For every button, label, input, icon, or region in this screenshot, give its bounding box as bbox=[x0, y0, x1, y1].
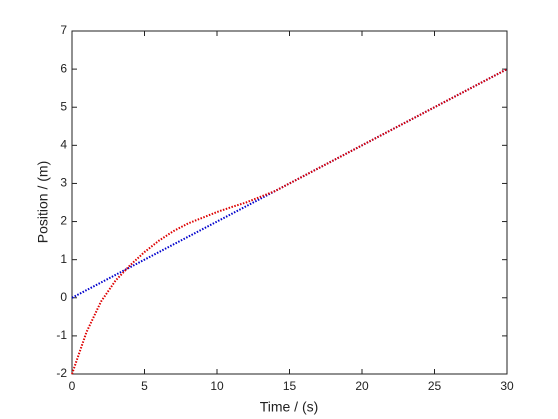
x-tick-label: 10 bbox=[210, 379, 224, 393]
x-tick-label: 5 bbox=[141, 379, 148, 393]
y-tick-label: -1 bbox=[56, 328, 67, 342]
y-tick-label: 7 bbox=[60, 23, 67, 37]
x-tick-label: 15 bbox=[283, 379, 297, 393]
data-line bbox=[71, 68, 508, 299]
x-tick-label: 25 bbox=[428, 379, 442, 393]
x-axis-label: Time / (s) bbox=[260, 399, 319, 415]
x-tick-label: 20 bbox=[355, 379, 369, 393]
plot-box bbox=[71, 30, 508, 375]
y-tick-label: 4 bbox=[60, 138, 67, 152]
y-tick-label: 0 bbox=[60, 290, 67, 304]
y-tick-label: 6 bbox=[60, 61, 67, 75]
x-tick-label: 0 bbox=[69, 379, 76, 393]
x-tick-label: 30 bbox=[500, 379, 514, 393]
y-tick-label: 3 bbox=[60, 176, 67, 190]
y-tick-label: -2 bbox=[56, 366, 67, 380]
y-tick-label: 5 bbox=[60, 99, 67, 113]
y-tick-label: 2 bbox=[60, 214, 67, 228]
data-line bbox=[71, 68, 508, 375]
y-axis-label: Position / (m) bbox=[35, 161, 51, 243]
y-tick-label: 1 bbox=[60, 252, 67, 266]
